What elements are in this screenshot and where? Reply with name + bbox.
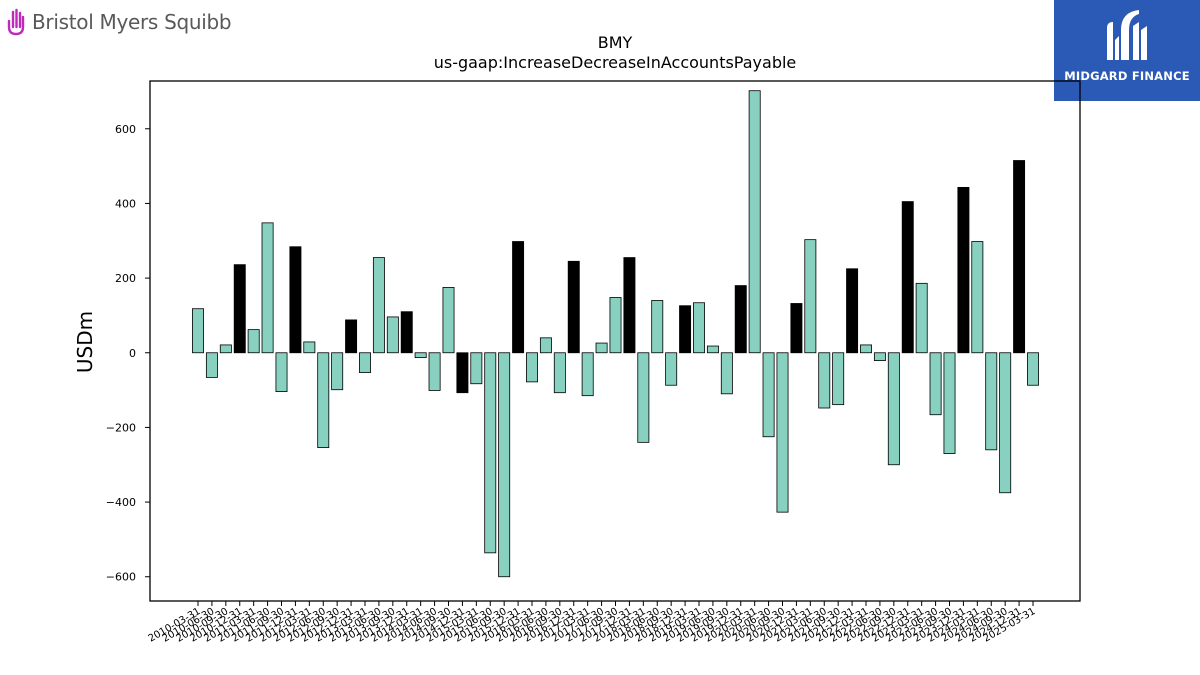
bar-2020-12-31 <box>790 303 803 354</box>
chart-title: BMY <box>598 33 633 52</box>
bar-2024-09-30 <box>999 352 1012 494</box>
plot-area: −600−400−20002004006002010-03-312010-06-… <box>106 90 1039 645</box>
bar-2020-09-30 <box>776 352 789 513</box>
bar-2024-06-30 <box>985 352 998 451</box>
y-axis-label: USDm <box>73 311 97 373</box>
bar-2024-12-31 <box>1013 160 1026 354</box>
y-tick-label: 0 <box>129 347 136 360</box>
bar-2023-09-30 <box>943 352 956 454</box>
bar-2014-09-30 <box>442 287 455 354</box>
y-tick-label: −200 <box>106 421 136 434</box>
bristol-myers-squibb-logo: Bristol Myers Squibb <box>6 6 232 38</box>
bar-2019-12-31 <box>734 285 747 354</box>
bar-2013-03-31 <box>359 352 371 373</box>
bar-2023-03-31 <box>915 282 928 354</box>
bar-2016-03-31 <box>526 352 538 383</box>
bar-2023-06-30 <box>929 352 942 416</box>
bar-2021-03-31 <box>804 239 817 354</box>
bms-brand-name: Bristol Myers Squibb <box>32 10 232 34</box>
bar-2016-06-30 <box>539 337 552 354</box>
bar-2020-03-31 <box>748 90 761 354</box>
bar-2011-12-31 <box>289 246 302 354</box>
bar-2011-03-31 <box>247 329 260 354</box>
bar-2016-09-30 <box>553 352 566 394</box>
bar-2018-03-31 <box>637 352 650 443</box>
y-tick-label: 200 <box>115 272 136 285</box>
bar-2013-06-30 <box>372 257 385 354</box>
bar-2010-03-31 <box>192 308 204 354</box>
bar-2018-09-30 <box>665 352 678 386</box>
y-tick-label: −600 <box>106 571 136 584</box>
bar-2013-12-31 <box>400 311 413 354</box>
plot-frame <box>149 80 1081 602</box>
bar-2015-06-30 <box>484 352 497 554</box>
bar-2023-12-31 <box>957 186 970 354</box>
y-tick-label: 600 <box>115 123 136 136</box>
bar-2019-06-30 <box>706 345 719 354</box>
bar-2013-09-30 <box>386 316 399 354</box>
bar-2010-09-30 <box>219 344 232 354</box>
bar-2011-09-30 <box>275 352 288 392</box>
bar-2017-09-30 <box>609 297 622 354</box>
bar-2021-09-30 <box>832 352 845 406</box>
bar-2022-12-31 <box>901 201 914 354</box>
bar-2019-03-31 <box>693 302 705 354</box>
bar-2017-03-31 <box>581 352 594 397</box>
bar-2012-12-31 <box>345 319 358 354</box>
bar-2014-06-30 <box>428 352 441 391</box>
midgard-finance-logo: MIDGARD FINANCE <box>1054 0 1200 101</box>
bar-2012-09-30 <box>331 352 344 391</box>
bar-2025-03-31 <box>1027 352 1039 386</box>
bar-2021-12-31 <box>846 268 859 354</box>
bar-2015-09-30 <box>498 352 511 578</box>
bar-2014-12-31 <box>456 352 469 394</box>
bar-2022-09-30 <box>887 352 900 466</box>
bar-2022-03-31 <box>860 344 872 354</box>
y-tick-label: 400 <box>115 197 136 210</box>
bar-2014-03-31 <box>414 352 427 359</box>
bar-2018-06-30 <box>651 300 664 354</box>
midgard-mark-icon <box>1107 10 1147 60</box>
bar-2012-06-30 <box>317 352 330 448</box>
bar-2010-12-31 <box>233 264 246 354</box>
bar-2015-03-31 <box>470 352 483 385</box>
bar-2017-06-30 <box>595 342 608 354</box>
bar-2018-12-31 <box>679 305 692 354</box>
bar-2012-03-31 <box>303 341 316 354</box>
bar-2010-06-30 <box>205 352 218 378</box>
bar-2022-06-30 <box>873 352 886 361</box>
bar-2020-06-30 <box>762 352 775 438</box>
bar-2021-06-30 <box>818 352 831 409</box>
midgard-brand-name: MIDGARD FINANCE <box>1064 69 1190 83</box>
bar-2016-12-31 <box>567 260 580 354</box>
chart-subtitle: us-gaap:IncreaseDecreaseInAccountsPayabl… <box>434 53 797 72</box>
bar-2011-06-30 <box>261 222 274 354</box>
bar-2017-12-31 <box>623 257 636 354</box>
y-tick-label: −400 <box>106 496 136 509</box>
bar-2024-03-31 <box>971 241 984 354</box>
bar-2019-09-30 <box>720 352 733 395</box>
bar-2015-12-31 <box>512 241 525 354</box>
bms-hand-icon <box>7 8 25 36</box>
